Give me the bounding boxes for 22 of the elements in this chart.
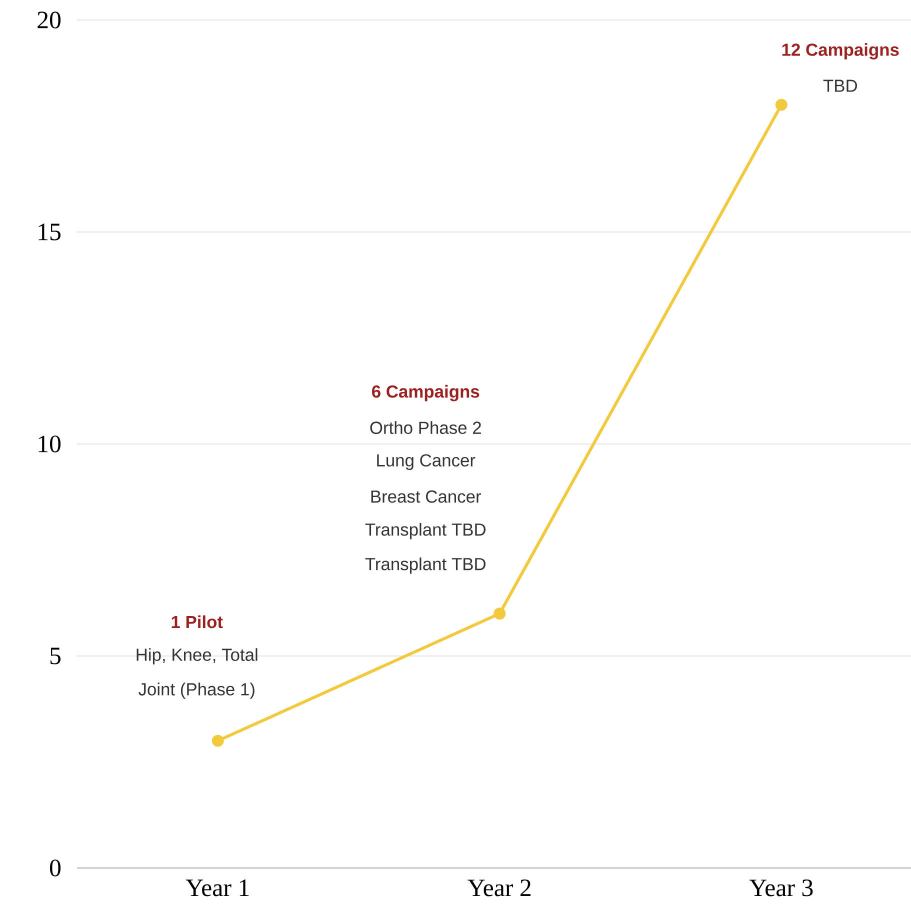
x-tick-label: Year 2 — [467, 880, 530, 896]
y-tick-label: 15 — [38, 224, 60, 240]
annotation: Breast Cancer — [371, 490, 481, 503]
annotation: 6 Campaigns — [372, 384, 479, 402]
annotation: TBD — [823, 80, 857, 92]
annotation: Lung Cancer — [376, 454, 476, 470]
annotation: Ortho Phase 2 — [370, 421, 481, 434]
x-tick-label: Year 3 — [749, 880, 813, 896]
y-tick-label: 10 — [38, 436, 60, 452]
point — [493, 608, 506, 620]
y-tick-label: 0 — [50, 860, 60, 876]
y-tick-label: 5 — [50, 648, 60, 664]
annotation: Joint (Phase 1) — [138, 682, 254, 699]
point — [775, 98, 788, 111]
annotation: Hip, Knee, Total — [136, 648, 258, 664]
annotation: Transplant TBD — [365, 557, 486, 574]
y-tick-label: 20 — [37, 12, 60, 28]
annotation: 12 Campaigns — [782, 43, 899, 60]
annotation: 1 Pilot — [172, 615, 223, 628]
annotation: Transplant TBD — [365, 522, 486, 540]
point — [212, 734, 224, 747]
x-tick-label: Year 1 — [186, 880, 248, 896]
